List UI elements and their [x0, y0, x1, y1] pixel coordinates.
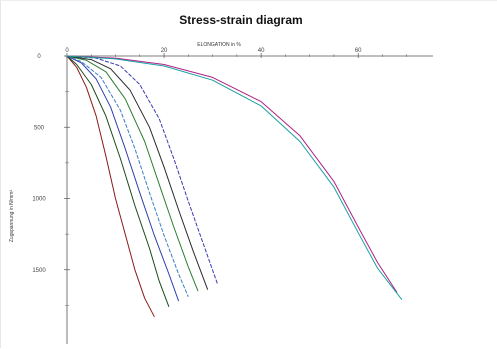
- series-line-9: [66, 55, 403, 301]
- y-tick-label: 1000: [32, 197, 46, 203]
- series-line-8: [66, 55, 398, 293]
- series-line-3: [66, 55, 180, 302]
- series-lines: [66, 55, 403, 318]
- x-tick-label: 40: [258, 48, 265, 54]
- series-line-1: [66, 55, 155, 318]
- x-tick-label: 0: [65, 48, 69, 54]
- series-line-2: [66, 55, 170, 307]
- axis-ticks: 0 20 40 60 0 500 1000 1500: [32, 48, 407, 306]
- y-tick-label: 0: [37, 54, 41, 60]
- series-line-4: [66, 55, 189, 297]
- y-tick-label: 500: [34, 125, 45, 131]
- series-line-6: [66, 55, 209, 290]
- x-tick-label: 20: [161, 48, 168, 54]
- y-axis-label: Zugspannung in N/mm²: [9, 190, 15, 243]
- series-line-7: [66, 55, 218, 285]
- chart-title: Stress-strain diagram: [179, 13, 302, 27]
- x-tick-label: 60: [355, 48, 362, 54]
- y-tick-label: 1500: [32, 268, 46, 274]
- x-axis-label: ELONGATION in %: [197, 42, 241, 48]
- series-line-5: [66, 55, 199, 292]
